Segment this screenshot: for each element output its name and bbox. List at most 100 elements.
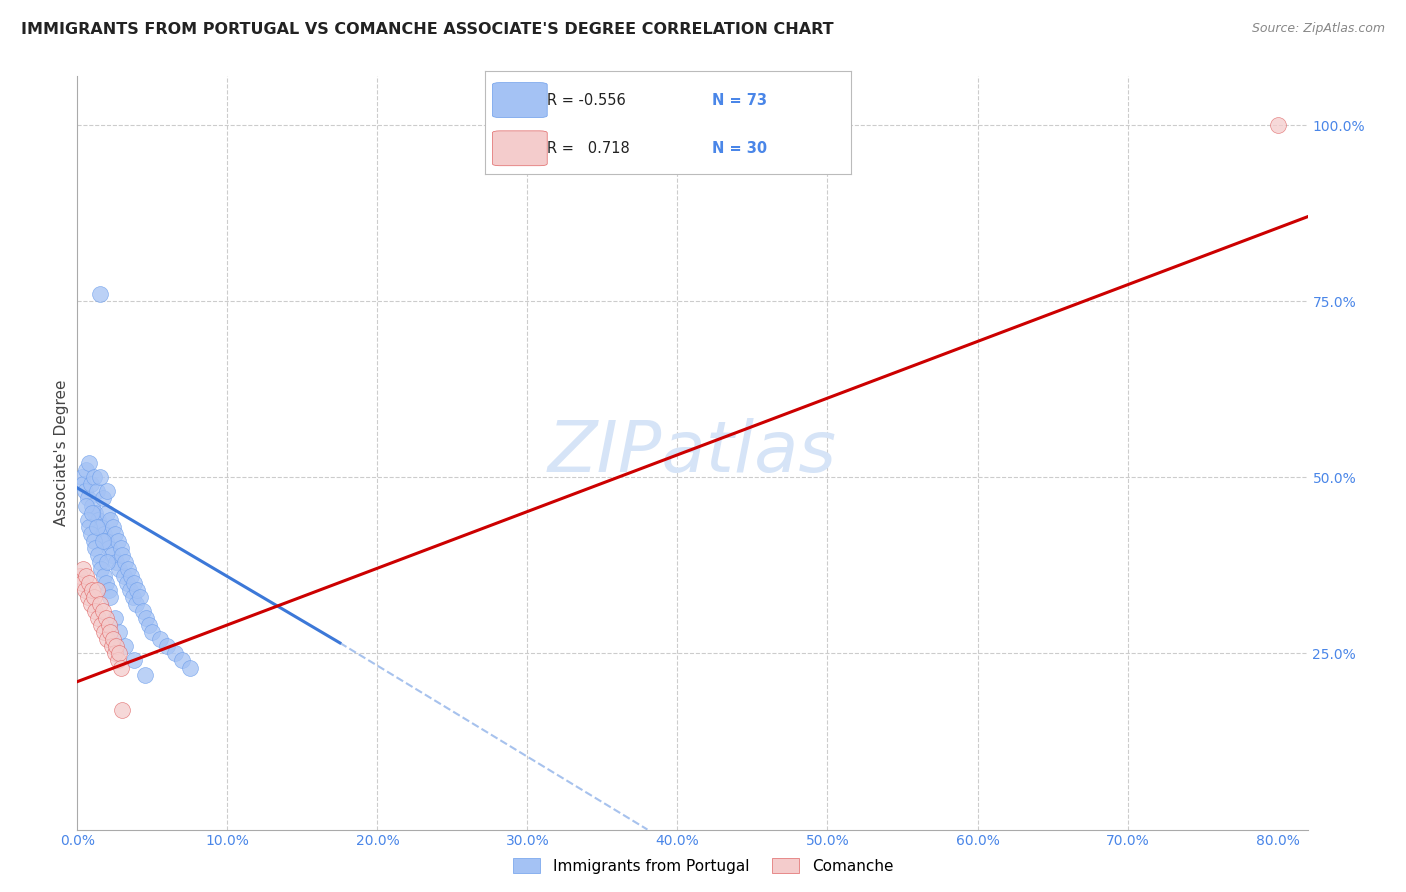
Point	[84, 506, 107, 520]
Point	[112, 569, 135, 583]
Point	[80, 477, 103, 491]
Point	[79, 576, 101, 591]
Point	[121, 590, 143, 604]
Point	[104, 526, 127, 541]
Point	[97, 582, 120, 597]
Point	[104, 611, 127, 625]
Point	[107, 653, 129, 667]
Point	[98, 625, 121, 640]
Point	[90, 618, 112, 632]
Point	[89, 287, 111, 301]
Point	[84, 604, 107, 618]
Point	[93, 569, 115, 583]
Point	[134, 667, 156, 681]
Point	[69, 569, 91, 583]
Point	[101, 640, 124, 654]
Point	[70, 576, 93, 591]
Point	[179, 660, 201, 674]
Point	[101, 548, 124, 562]
Text: ZIPatlas: ZIPatlas	[548, 418, 837, 487]
Point	[127, 582, 149, 597]
Point	[125, 597, 148, 611]
Point	[91, 491, 114, 506]
Point	[86, 519, 108, 533]
Point	[90, 519, 112, 533]
Point	[132, 604, 155, 618]
Point	[96, 632, 118, 647]
Point	[83, 470, 105, 484]
Point	[94, 611, 117, 625]
Point	[94, 576, 117, 591]
Point	[110, 541, 132, 555]
FancyBboxPatch shape	[492, 83, 547, 118]
Point	[156, 640, 179, 654]
Point	[163, 647, 186, 661]
FancyBboxPatch shape	[492, 131, 547, 166]
Point	[149, 632, 172, 647]
Point	[111, 548, 134, 562]
Point	[79, 456, 101, 470]
Point	[129, 590, 152, 604]
Point	[104, 647, 127, 661]
Point	[84, 541, 107, 555]
Text: IMMIGRANTS FROM PORTUGAL VS COMANCHE ASSOCIATE'S DEGREE CORRELATION CHART: IMMIGRANTS FROM PORTUGAL VS COMANCHE ASS…	[21, 22, 834, 37]
Point	[93, 625, 115, 640]
Point	[76, 513, 98, 527]
Point	[94, 533, 117, 548]
Point	[75, 569, 97, 583]
Point	[120, 569, 142, 583]
Point	[103, 519, 125, 533]
Point	[72, 477, 94, 491]
Point	[89, 470, 111, 484]
Point	[108, 562, 131, 576]
Point	[80, 526, 103, 541]
Point	[86, 582, 108, 597]
Point	[96, 506, 118, 520]
Point	[83, 590, 105, 604]
Point	[75, 463, 97, 477]
Point	[73, 582, 96, 597]
Point	[96, 555, 118, 569]
Point	[108, 625, 131, 640]
Point	[105, 555, 128, 569]
Y-axis label: Associate's Degree: Associate's Degree	[53, 379, 69, 526]
Point	[82, 506, 104, 520]
Point	[138, 618, 160, 632]
Point	[91, 533, 114, 548]
Point	[75, 499, 97, 513]
Point	[124, 653, 146, 667]
Point	[111, 703, 134, 717]
Point	[70, 470, 93, 484]
Point	[172, 653, 194, 667]
Point	[103, 632, 125, 647]
Point	[141, 625, 163, 640]
Point	[115, 576, 138, 591]
Text: R =   0.718: R = 0.718	[547, 141, 630, 156]
Point	[108, 647, 131, 661]
Point	[114, 640, 136, 654]
Point	[79, 519, 101, 533]
Point	[80, 597, 103, 611]
Point	[118, 582, 141, 597]
Point	[83, 533, 105, 548]
Point	[117, 562, 139, 576]
Point	[97, 541, 120, 555]
Point	[97, 618, 120, 632]
Point	[98, 513, 121, 527]
Point	[76, 590, 98, 604]
Point	[82, 582, 104, 597]
Text: R = -0.556: R = -0.556	[547, 93, 626, 108]
Point	[72, 562, 94, 576]
Point	[90, 562, 112, 576]
Point	[87, 611, 110, 625]
Text: N = 73: N = 73	[711, 93, 766, 108]
Point	[1267, 118, 1289, 132]
Text: N = 30: N = 30	[711, 141, 766, 156]
Point	[73, 484, 96, 499]
Point	[87, 548, 110, 562]
Point	[86, 484, 108, 499]
Point	[87, 513, 110, 527]
Point	[82, 499, 104, 513]
Point	[105, 640, 128, 654]
Point	[107, 533, 129, 548]
